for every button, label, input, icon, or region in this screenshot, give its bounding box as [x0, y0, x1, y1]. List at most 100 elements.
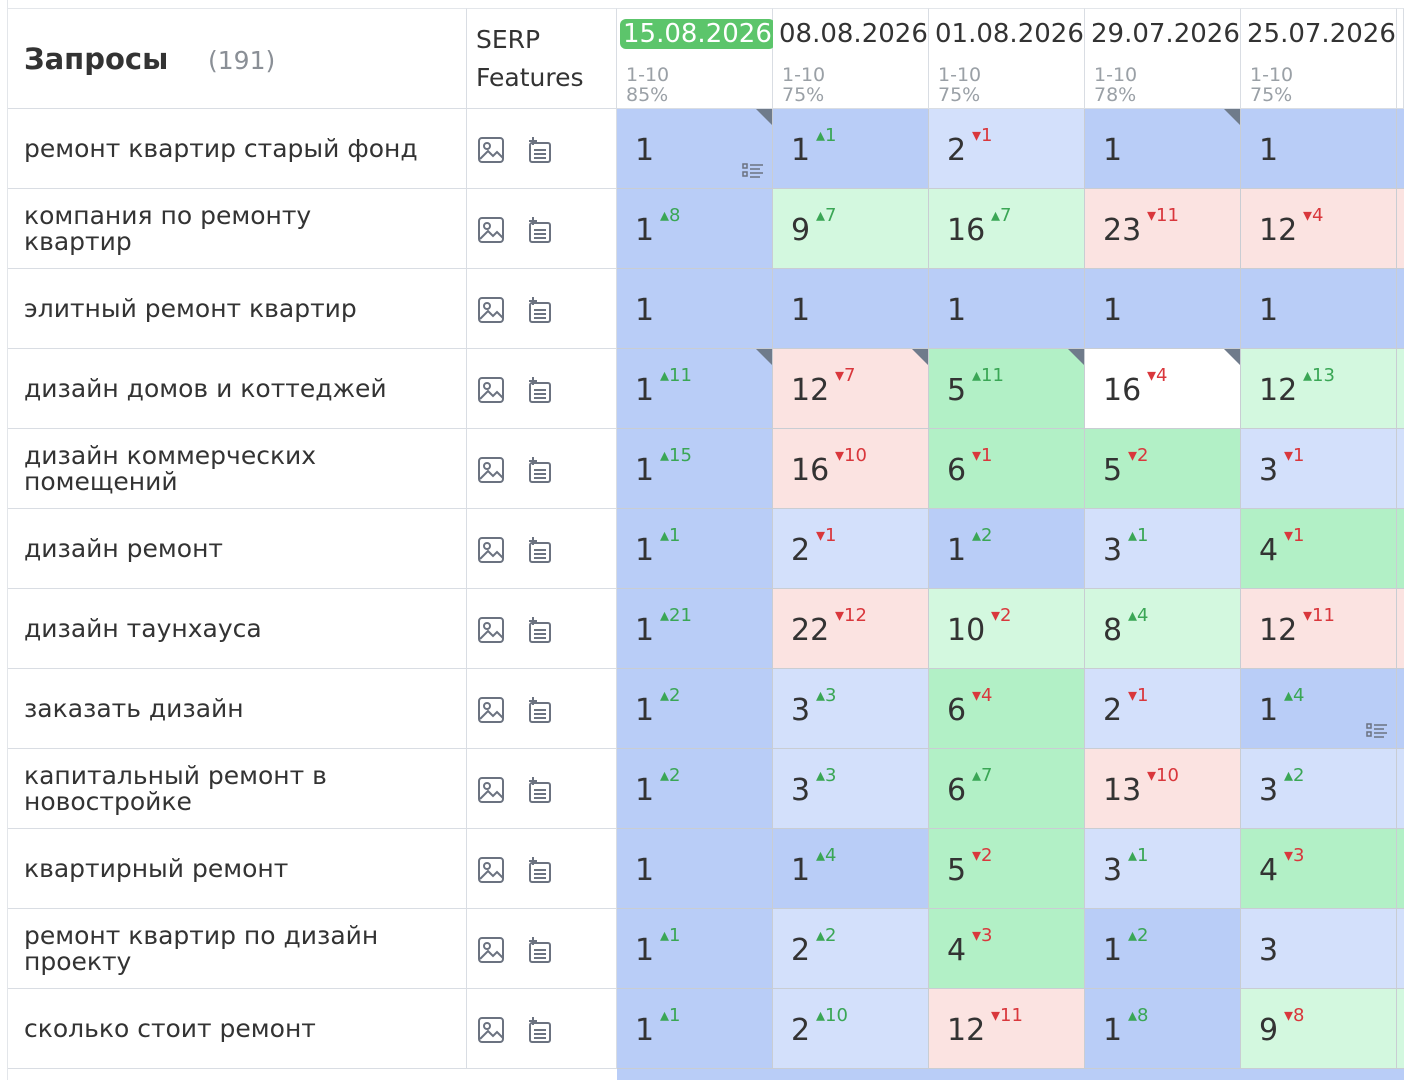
position-cell[interactable]: 1 ▴2	[617, 669, 773, 749]
position-cell[interactable]: 2 ▾1	[1085, 669, 1241, 749]
position-cell[interactable]: 3 ▴2	[1241, 749, 1397, 829]
add-to-list-icon[interactable]	[525, 375, 555, 405]
image-icon[interactable]	[476, 295, 506, 325]
position-cell[interactable]: 1 ▴2	[1085, 909, 1241, 989]
position-cell[interactable]: 12 ▾7	[773, 349, 929, 429]
position-cell[interactable]: 2 ▴2	[773, 909, 929, 989]
position-cell[interactable]: 1	[617, 269, 773, 349]
image-icon[interactable]	[476, 935, 506, 965]
query-cell[interactable]: дизайн ремонт	[8, 509, 467, 589]
add-to-list-icon[interactable]	[525, 855, 555, 885]
position-cell[interactable]: 1	[1241, 109, 1397, 189]
position-cell[interactable]: 5 ▴11	[929, 349, 1085, 429]
position-cell[interactable]: 2 ▾1	[773, 509, 929, 589]
position-cell[interactable]: 3 ▴3	[773, 749, 929, 829]
position-cell[interactable]: 5 ▾2	[929, 829, 1085, 909]
position-cell[interactable]: 1 ▴21	[617, 589, 773, 669]
image-icon[interactable]	[476, 135, 506, 165]
image-icon[interactable]	[476, 775, 506, 805]
position-cell[interactable]: 1 ▴11	[617, 349, 773, 429]
add-to-list-icon[interactable]	[525, 775, 555, 805]
queries-header[interactable]: Запросы (191)	[8, 8, 467, 109]
note-corner-icon[interactable]	[1068, 349, 1084, 365]
position-cell[interactable]: 1	[929, 269, 1085, 349]
date-column-header[interactable]: 15.08.2026 1-10 85%	[617, 8, 775, 109]
position-cell[interactable]: 6 ▴7	[929, 749, 1085, 829]
position-cell[interactable]: 1	[617, 109, 773, 189]
query-cell[interactable]: дизайн таунхауса	[8, 589, 467, 669]
position-cell[interactable]: 3 ▾1	[1241, 429, 1397, 509]
position-cell[interactable]: 1	[1085, 269, 1241, 349]
position-cell[interactable]: 3	[1241, 909, 1397, 989]
query-cell[interactable]: элитный ремонт квартир	[8, 269, 467, 349]
position-cell[interactable]: 5 ▾2	[1085, 429, 1241, 509]
position-cell[interactable]: 2 ▾1	[929, 109, 1085, 189]
position-cell[interactable]: 3 ▴3	[773, 669, 929, 749]
position-cell[interactable]: 1	[773, 269, 929, 349]
position-cell[interactable]: 12 ▾11	[929, 989, 1085, 1069]
add-to-list-icon[interactable]	[525, 455, 555, 485]
position-cell[interactable]: 1 ▴4	[1241, 669, 1397, 749]
note-corner-icon[interactable]	[756, 109, 772, 125]
position-cell[interactable]: 3 ▴1	[1085, 509, 1241, 589]
position-cell[interactable]: 1 ▴1	[617, 909, 773, 989]
position-cell[interactable]: 1 ▴4	[773, 829, 929, 909]
position-cell[interactable]: 4 ▾1	[1241, 509, 1397, 589]
position-cell[interactable]: 6 ▾1	[929, 429, 1085, 509]
position-cell[interactable]: 1 ▴1	[617, 509, 773, 589]
position-cell[interactable]: 4 ▾3	[929, 909, 1085, 989]
date-column-header[interactable]: 29.07.2026 1-10 78%	[1085, 8, 1241, 109]
image-icon[interactable]	[476, 455, 506, 485]
note-corner-icon[interactable]	[1224, 349, 1240, 365]
image-icon[interactable]	[476, 215, 506, 245]
add-to-list-icon[interactable]	[525, 615, 555, 645]
image-icon[interactable]	[476, 615, 506, 645]
query-cell[interactable]: заказать дизайн	[8, 669, 467, 749]
position-cell[interactable]: 22 ▾12	[773, 589, 929, 669]
position-cell[interactable]: 4 ▾3	[1241, 829, 1397, 909]
position-cell[interactable]: 1	[617, 829, 773, 909]
note-corner-icon[interactable]	[756, 349, 772, 365]
position-cell[interactable]: 3 ▴1	[1085, 829, 1241, 909]
date-column-header[interactable]: 01.08.2026 1-10 75%	[929, 8, 1085, 109]
add-to-list-icon[interactable]	[525, 135, 555, 165]
query-cell[interactable]: ремонт квартир старый фонд	[8, 109, 467, 189]
position-cell[interactable]: 12 ▾11	[1241, 589, 1397, 669]
query-cell[interactable]: сколько стоит ремонт	[8, 989, 467, 1069]
position-cell[interactable]: 12 ▴13	[1241, 349, 1397, 429]
snippet-list-icon[interactable]	[742, 162, 764, 178]
position-cell[interactable]: 6 ▾4	[929, 669, 1085, 749]
position-cell[interactable]: 2 ▴10	[773, 989, 929, 1069]
position-cell[interactable]: 1 ▴2	[929, 509, 1085, 589]
query-cell[interactable]: дизайн коммерческих помещений	[8, 429, 467, 509]
snippet-list-icon[interactable]	[1366, 722, 1388, 738]
image-icon[interactable]	[476, 1015, 506, 1045]
note-corner-icon[interactable]	[912, 349, 928, 365]
position-cell[interactable]: 1	[1241, 269, 1397, 349]
image-icon[interactable]	[476, 375, 506, 405]
position-cell[interactable]: 1 ▴8	[1085, 989, 1241, 1069]
add-to-list-icon[interactable]	[525, 215, 555, 245]
image-icon[interactable]	[476, 855, 506, 885]
add-to-list-icon[interactable]	[525, 935, 555, 965]
position-cell[interactable]: 23 ▾11	[1085, 189, 1241, 269]
position-cell[interactable]: 13 ▾10	[1085, 749, 1241, 829]
position-cell[interactable]: 12 ▾4	[1241, 189, 1397, 269]
add-to-list-icon[interactable]	[525, 695, 555, 725]
position-cell[interactable]: 8 ▴4	[1085, 589, 1241, 669]
position-cell[interactable]: 16 ▴7	[929, 189, 1085, 269]
query-cell[interactable]: компания по ремонту квартир	[8, 189, 467, 269]
date-column-header[interactable]: 08.08.2026 1-10 75%	[773, 8, 929, 109]
position-cell[interactable]: 9 ▴7	[773, 189, 929, 269]
query-cell[interactable]: дизайн домов и коттеджей	[8, 349, 467, 429]
note-corner-icon[interactable]	[1224, 109, 1240, 125]
image-icon[interactable]	[476, 535, 506, 565]
position-cell[interactable]: 16 ▾10	[773, 429, 929, 509]
position-cell[interactable]: 1 ▴8	[617, 189, 773, 269]
position-cell[interactable]: 1 ▴2	[617, 749, 773, 829]
query-cell[interactable]: капитальный ремонт в новостройке	[8, 749, 467, 829]
position-cell[interactable]: 16 ▾4	[1085, 349, 1241, 429]
add-to-list-icon[interactable]	[525, 295, 555, 325]
query-cell[interactable]: квартирный ремонт	[8, 829, 467, 909]
position-cell[interactable]: 1 ▴1	[617, 989, 773, 1069]
